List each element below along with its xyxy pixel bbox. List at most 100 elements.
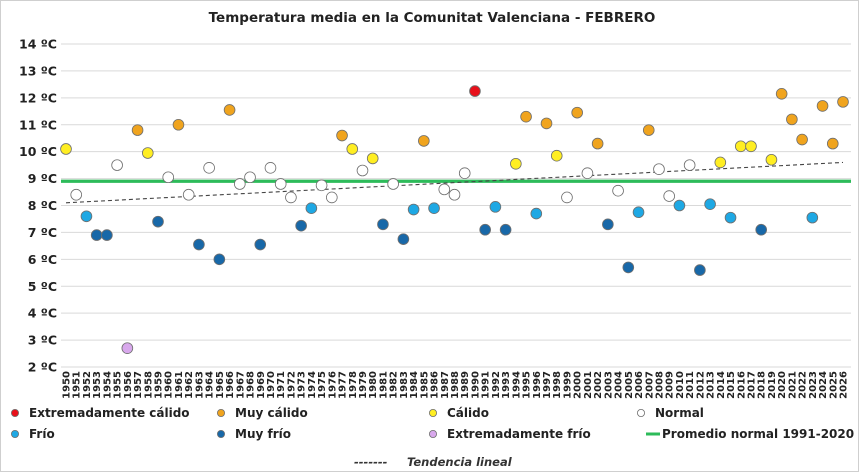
data-point-1986 xyxy=(428,202,440,214)
data-point-1956 xyxy=(121,342,134,354)
x-tick-label: 1955 xyxy=(113,371,124,399)
data-point-2012 xyxy=(694,264,706,276)
x-tick-label: 1983 xyxy=(399,371,410,399)
x-tick-label: 1970 xyxy=(266,371,277,399)
x-tick-label: 2016 xyxy=(736,371,747,399)
data-point-1985 xyxy=(418,135,430,147)
y-tick-label: 9 ºC xyxy=(28,171,57,186)
y-tick-label: 4 ºC xyxy=(28,306,57,321)
x-tick-label: 1981 xyxy=(378,371,389,399)
data-point-1991 xyxy=(479,223,491,236)
data-point-1990 xyxy=(469,85,481,97)
x-tick-label: 2018 xyxy=(757,371,768,399)
x-tick-label: 1964 xyxy=(205,371,216,399)
x-tick-label: 2008 xyxy=(654,371,665,399)
data-point-1967 xyxy=(234,178,246,190)
legend-label-muy_frio: Muy frío xyxy=(235,427,291,441)
x-tick-label: 2004 xyxy=(614,371,625,399)
data-point-1978 xyxy=(346,143,359,155)
data-point-2018 xyxy=(755,223,768,236)
data-point-1992 xyxy=(489,201,502,213)
x-tick-label: 2001 xyxy=(583,371,594,399)
x-tick-label: 1969 xyxy=(256,371,267,399)
x-tick-label: 1975 xyxy=(317,371,328,399)
data-points xyxy=(60,85,849,354)
data-point-1950 xyxy=(60,143,72,155)
data-point-1975 xyxy=(315,179,328,192)
data-point-2020 xyxy=(775,87,788,100)
x-tick-label: 1989 xyxy=(460,371,471,399)
trend-line xyxy=(65,161,844,204)
x-tick-label: 2015 xyxy=(726,371,737,399)
x-tick-label: 2023 xyxy=(808,371,819,399)
x-tick-label: 1973 xyxy=(297,371,308,399)
y-tick-label: 12 ºC xyxy=(19,90,57,105)
y-tick-label: 6 ºC xyxy=(28,252,57,267)
x-tick-label: 1977 xyxy=(338,371,349,399)
data-point-2013 xyxy=(704,198,716,210)
x-tick-label: 1959 xyxy=(154,371,165,399)
data-point-1971 xyxy=(274,178,287,190)
x-tick-label: 1988 xyxy=(450,371,461,399)
legend-swatch-ext_frio xyxy=(428,429,437,438)
x-tick-label: 2013 xyxy=(706,371,717,399)
x-axis-ticks: 1950 1951 1952 1953 1954 1955 1956 1957 1958 1959… xyxy=(62,371,850,399)
data-point-1962 xyxy=(182,188,195,201)
x-tick-label: 1965 xyxy=(215,371,226,399)
legend-label-frio: Frío xyxy=(29,427,55,441)
x-tick-label: 2010 xyxy=(675,371,686,399)
x-tick-label: 1987 xyxy=(440,371,451,399)
x-tick-label: 1961 xyxy=(174,371,185,399)
data-point-2006 xyxy=(632,206,645,219)
legend-swatch-frio xyxy=(10,429,19,438)
data-point-1997 xyxy=(540,117,553,130)
legend-swatch-muy_calido xyxy=(216,408,225,417)
x-tick-label: 2012 xyxy=(695,371,706,399)
legend-swatch-muy_frio xyxy=(216,429,225,438)
data-point-2019 xyxy=(765,153,778,166)
x-tick-label: 1997 xyxy=(542,371,553,399)
y-tick-label: 5 ºC xyxy=(28,279,57,294)
y-tick-label: 7 ºC xyxy=(28,225,57,240)
x-tick-label: 1992 xyxy=(491,371,502,399)
x-tick-label: 2000 xyxy=(573,371,584,399)
data-point-1981 xyxy=(377,218,389,231)
x-tick-label: 1998 xyxy=(552,371,563,399)
data-point-1996 xyxy=(530,207,543,220)
x-tick-label: 2014 xyxy=(716,371,727,399)
data-point-2015 xyxy=(724,211,737,224)
x-tick-label: 2005 xyxy=(624,371,635,399)
x-tick-label: 2006 xyxy=(634,371,645,399)
x-tick-label: 2026 xyxy=(839,371,850,399)
data-point-1973 xyxy=(295,219,307,232)
x-tick-label: 1960 xyxy=(164,371,175,399)
legend-swatch-normal xyxy=(637,408,646,417)
x-tick-label: 1968 xyxy=(246,371,257,399)
x-tick-label: 1963 xyxy=(194,371,205,399)
x-tick-label: 1953 xyxy=(92,371,103,399)
data-point-2003 xyxy=(602,218,614,231)
x-tick-label: 1996 xyxy=(532,371,543,399)
data-point-1970 xyxy=(264,162,277,174)
data-point-1984 xyxy=(407,203,420,216)
data-point-1998 xyxy=(550,149,563,162)
x-tick-label: 2019 xyxy=(767,371,778,399)
x-tick-label: 1972 xyxy=(286,371,297,399)
legend-label-normal: Normal xyxy=(655,406,704,420)
data-point-2022 xyxy=(796,133,808,146)
data-point-1988 xyxy=(448,188,461,201)
x-tick-label: 1967 xyxy=(235,371,246,399)
x-tick-label: 1978 xyxy=(348,371,359,399)
x-tick-label: 1971 xyxy=(276,371,287,399)
data-point-1980 xyxy=(366,152,379,165)
y-axis-ticks: 2 ºC 3 ºC 4 ºC 5 ºC 6 ºC 7 ºC 8 ºC 9 ºC 10 ºC 11 … xyxy=(19,37,57,375)
data-point-1964 xyxy=(203,162,215,174)
legend-label-ext_calido: Extremadamente cálido xyxy=(29,406,190,420)
x-tick-label: 2002 xyxy=(593,371,604,399)
data-point-2005 xyxy=(622,261,635,274)
data-point-2023 xyxy=(806,211,819,224)
data-point-1965 xyxy=(213,253,226,266)
y-tick-label: 3 ºC xyxy=(28,333,57,348)
